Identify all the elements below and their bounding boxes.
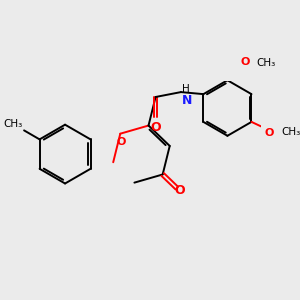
Text: O: O: [116, 137, 126, 147]
Text: CH₃: CH₃: [3, 119, 22, 129]
Text: H: H: [182, 84, 190, 94]
Text: O: O: [174, 184, 185, 197]
Text: CH₃: CH₃: [281, 127, 300, 137]
Text: CH₃: CH₃: [256, 58, 276, 68]
Text: O: O: [150, 121, 161, 134]
Text: O: O: [240, 57, 250, 67]
Text: N: N: [182, 94, 192, 107]
Text: O: O: [265, 128, 274, 138]
